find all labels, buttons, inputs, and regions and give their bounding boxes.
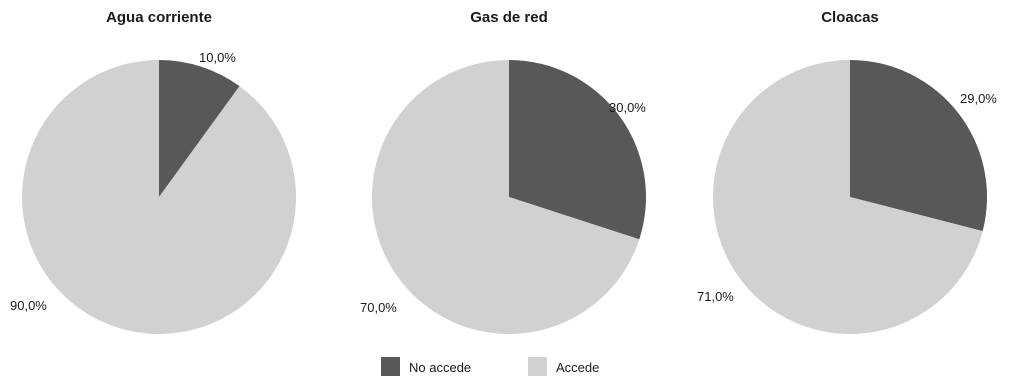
pie-chart-cloacas: Cloacas 29,0% 71,0% [697, 9, 997, 334]
data-label-no-accede: 10,0% [199, 50, 236, 65]
legend-label: Accede [556, 360, 599, 375]
pie-slice-no-accede [509, 60, 646, 240]
pie-slice-no-accede [850, 60, 988, 232]
pie-slice-accede [713, 60, 983, 334]
pie-chart-agua-corriente: Agua corriente 10,0% 90,0% [10, 9, 297, 335]
legend-label: No accede [409, 360, 471, 375]
legend-item-no-accede: No accede [381, 357, 471, 376]
pie-slice-no-accede [159, 59, 240, 197]
legend-swatch [528, 357, 547, 376]
pie-slice-accede [371, 60, 640, 334]
pie-title: Cloacas [821, 9, 879, 26]
data-label-no-accede: 30,0% [609, 100, 646, 115]
data-label-accede: 71,0% [697, 289, 734, 304]
pie-chart-gas-de-red: Gas de red 30,0% 70,0% [360, 9, 646, 334]
pie-title: Agua corriente [106, 9, 212, 26]
data-label-accede: 90,0% [10, 298, 47, 313]
legend-swatch [381, 357, 400, 376]
pie-title: Gas de red [470, 9, 548, 26]
legend-item-accede: Accede [528, 357, 599, 376]
pie-slice-accede [22, 60, 297, 335]
data-label-accede: 70,0% [360, 300, 397, 315]
data-label-no-accede: 29,0% [960, 91, 997, 106]
